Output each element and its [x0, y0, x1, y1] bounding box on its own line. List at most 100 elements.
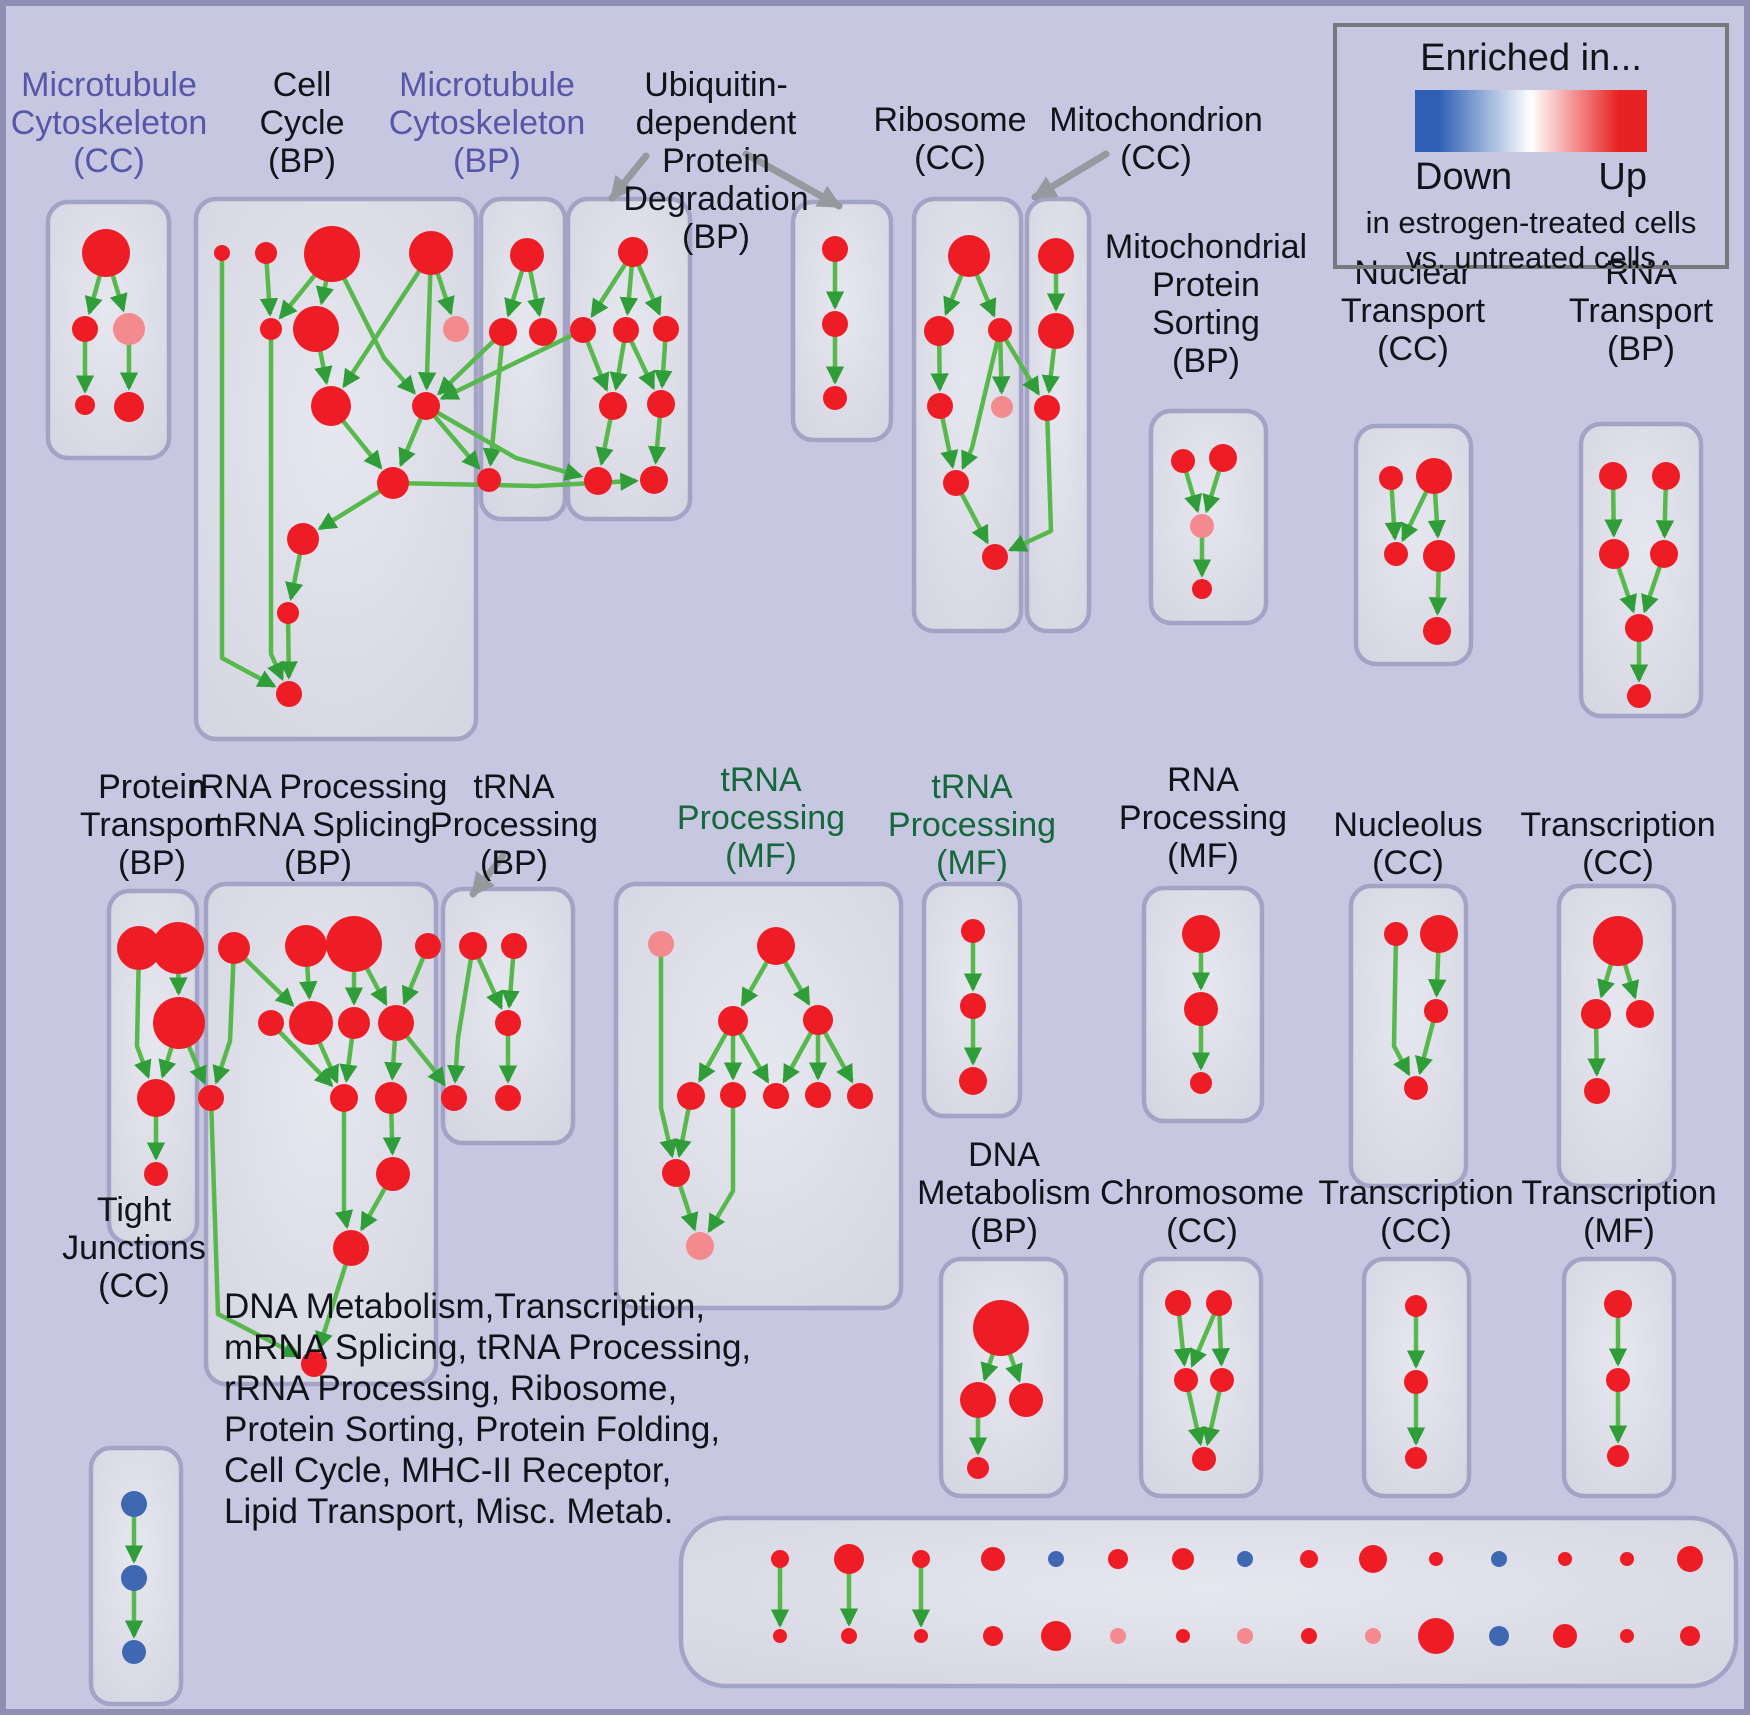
go-term-node-rrna-11	[376, 1157, 410, 1191]
go-term-node-ubiq_a-0	[618, 237, 648, 267]
go-term-node-cell_cycle-1	[255, 242, 277, 264]
go-term-node-rna_proc_mf-1	[1184, 992, 1218, 1026]
go-term-node-misc-10	[1429, 1552, 1443, 1566]
go-term-node-ribosome-3	[927, 393, 953, 419]
legend-title: Enriched in...	[1420, 37, 1642, 79]
go-term-node-misc-9	[1359, 1545, 1387, 1573]
go-term-node-mt_cc-3	[75, 395, 95, 415]
go-term-node-cell_cycle-7	[311, 386, 351, 426]
go-term-node-protein_transport-4	[144, 1162, 168, 1186]
edge-rrna	[212, 947, 237, 1085]
go-term-node-mt_bp-2	[529, 318, 557, 346]
legend-subtitle-1: in estrogen-treated cells	[1365, 205, 1697, 240]
go-term-node-cell_cycle-6	[443, 316, 469, 342]
go-term-node-mito-2	[1034, 395, 1060, 421]
go-term-node-mt_cc-2	[113, 313, 145, 345]
go-term-node-chromosome-1	[1206, 1290, 1232, 1316]
go-term-node-mt_bp-1	[489, 318, 517, 346]
go-term-node-rrna-8	[198, 1085, 224, 1111]
go-term-node-trna_bp-4	[495, 1085, 521, 1111]
go-term-node-tight_junctions-1	[121, 1565, 147, 1591]
legend: Enriched in... Down Up in estrogen-treat…	[1333, 23, 1729, 275]
misc-text-line: Cell Cycle, MHC-II Receptor,	[224, 1451, 672, 1490]
go-term-node-misc-19	[1041, 1621, 1071, 1651]
go-term-node-nucleolus-2	[1424, 999, 1448, 1023]
go-term-node-ribosome-4	[991, 396, 1013, 418]
go-term-node-misc-21	[1176, 1629, 1190, 1643]
go-term-node-cell_cycle-8	[412, 392, 440, 420]
edge-protein_transport	[134, 947, 152, 1079]
go-term-node-nuclear_transport-4	[1423, 617, 1451, 645]
go-term-node-trna_mf_big-9	[662, 1159, 690, 1187]
misc-text-line: Lipid Transport, Misc. Metab.	[224, 1492, 674, 1531]
go-term-node-transcription_mf-2	[1607, 1445, 1629, 1467]
go-term-node-misc-13	[1620, 1552, 1634, 1566]
go-term-node-trna_mf_big-8	[847, 1083, 873, 1109]
go-term-node-nuclear_transport-3	[1423, 540, 1455, 572]
edge-rrna	[269, 1021, 334, 1088]
edge-nucleolus	[1391, 933, 1411, 1077]
go-term-node-rrna-10	[375, 1082, 407, 1114]
edge-rrna	[334, 1098, 354, 1230]
go-term-node-misc-1	[834, 1544, 864, 1574]
go-term-node-nuclear_transport-0	[1379, 466, 1403, 490]
go-term-node-mito-0	[1038, 238, 1074, 274]
go-term-node-misc-6	[1172, 1548, 1194, 1570]
edge-ribosome	[961, 329, 1003, 471]
misc-text-line: Protein Sorting, Protein Folding,	[224, 1410, 721, 1449]
edge-cell_cycle	[417, 252, 437, 391]
go-term-node-misc-17	[914, 1629, 928, 1643]
go-term-node-transcription_cc-3	[1584, 1078, 1610, 1104]
cluster-box-misc	[678, 1515, 1739, 1689]
go-term-node-cell_cycle-4	[260, 318, 282, 340]
go-term-node-trna_mf_big-3	[803, 1005, 833, 1035]
go-term-node-misc-25	[1418, 1618, 1454, 1654]
go-term-node-misc-4	[1048, 1551, 1064, 1567]
go-term-node-rrna-12	[333, 1230, 369, 1266]
go-term-node-misc-23	[1301, 1628, 1317, 1644]
go-term-node-dna_metabolism-0	[973, 1300, 1029, 1356]
go-term-node-rna_transport-2	[1599, 539, 1629, 569]
go-term-node-ubiq_b-0	[822, 236, 848, 262]
go-term-node-trna_mf_small-0	[961, 919, 985, 943]
go-term-node-rna_transport-5	[1627, 684, 1651, 708]
go-term-node-mt_bp-3	[477, 468, 501, 492]
go-term-node-ubiq_b-2	[823, 386, 847, 410]
go-term-node-ubiq_a-2	[613, 317, 639, 343]
go-term-node-rrna-3	[415, 933, 441, 959]
go-term-node-rrna-2	[326, 916, 382, 972]
go-term-node-trna_mf_big-10	[686, 1232, 714, 1260]
go-term-node-misc-12	[1558, 1552, 1572, 1566]
cross-edge-cell_cycle-to-ubiq_a	[424, 404, 584, 481]
go-term-node-dna_metabolism-1	[960, 1382, 996, 1418]
go-term-node-trna_mf_big-6	[763, 1083, 789, 1109]
go-term-node-mt_cc-0	[82, 229, 130, 277]
go-term-node-nuclear_transport-2	[1384, 542, 1408, 566]
go-term-node-cell_cycle-2	[304, 226, 360, 282]
cluster-box-mt_cc	[45, 199, 172, 461]
go-term-node-ubiq_a-3	[653, 316, 679, 342]
edge-cell_cycle	[342, 251, 433, 389]
go-term-node-trna_mf_big-4	[677, 1082, 705, 1110]
go-term-node-misc-26	[1489, 1626, 1509, 1646]
go-term-node-chromosome-3	[1210, 1368, 1234, 1392]
cluster-box-transcription_cc	[1556, 883, 1677, 1189]
go-term-node-trna_mf_big-2	[718, 1006, 748, 1036]
go-term-node-nucleolus-3	[1404, 1076, 1428, 1100]
go-term-node-trna_bp-0	[459, 932, 487, 960]
go-term-node-mt_bp-0	[510, 238, 544, 272]
cluster-box-nuclear_transport	[1353, 423, 1474, 667]
go-term-node-trna_bp-1	[501, 933, 527, 959]
go-term-node-nucleolus-1	[1420, 915, 1458, 953]
go-term-node-dna_metabolism-3	[967, 1457, 989, 1479]
go-term-node-rrna-13	[301, 1351, 327, 1377]
go-term-node-rna_transport-4	[1625, 614, 1653, 642]
go-term-node-misc-8	[1300, 1550, 1318, 1568]
go-term-node-misc-11	[1491, 1551, 1507, 1567]
go-term-node-ubiq_a-5	[647, 390, 675, 418]
go-term-node-chromosome-0	[1165, 1290, 1191, 1316]
cross-edge-ribosome-to-mito	[998, 328, 1041, 396]
go-term-node-misc-28	[1620, 1629, 1634, 1643]
go-term-node-protein_transport-2	[153, 997, 205, 1049]
go-term-node-rna_transport-1	[1652, 462, 1680, 490]
